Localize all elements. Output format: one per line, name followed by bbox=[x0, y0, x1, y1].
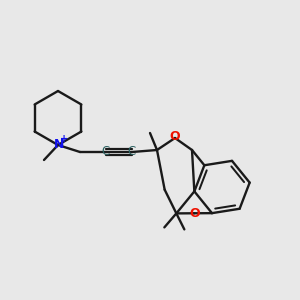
Text: O: O bbox=[170, 130, 180, 143]
Text: N: N bbox=[54, 137, 64, 151]
Text: C: C bbox=[102, 145, 110, 158]
Text: +: + bbox=[60, 134, 68, 144]
Text: C: C bbox=[128, 145, 136, 158]
Text: O: O bbox=[190, 207, 200, 220]
